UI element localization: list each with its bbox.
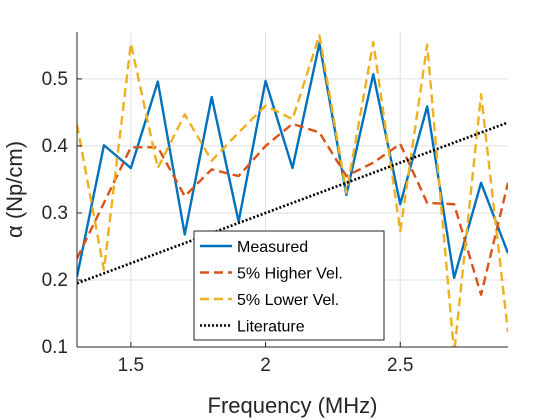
y-tick-label: 0.3 <box>42 203 68 224</box>
y-tick-label: 0.2 <box>42 270 68 291</box>
tick-labels: 1.5 2 2.5 0.1 0.2 0.3 0.4 0.5 <box>42 69 414 376</box>
x-tick-label: 2 <box>260 355 271 376</box>
legend-label-4: Literature <box>237 319 305 336</box>
y-tick-label: 0.1 <box>42 337 68 358</box>
y-tick-label: 0.5 <box>42 69 68 90</box>
y-tick-label: 0.4 <box>42 136 69 157</box>
legend: Measured 5% Higher Vel. 5% Lower Vel. Liter… <box>193 230 385 341</box>
x-tick-label: 1.5 <box>118 355 144 376</box>
series-layer <box>77 34 508 347</box>
series-line-4 <box>77 121 508 285</box>
legend-label-3: 5% Lower Vel. <box>237 292 339 309</box>
y-axis-label: α (Np/cm) <box>2 141 27 238</box>
x-axis-label: Frequency (MHz) <box>208 393 378 418</box>
legend-label-1: Measured <box>237 239 308 256</box>
series-line-2 <box>77 122 508 296</box>
series-line-1 <box>77 42 508 280</box>
legend-label-2: 5% Higher Vel. <box>237 266 343 283</box>
axes <box>76 32 508 348</box>
x-tick-label: 2.5 <box>387 355 413 376</box>
legend-box <box>193 230 385 341</box>
